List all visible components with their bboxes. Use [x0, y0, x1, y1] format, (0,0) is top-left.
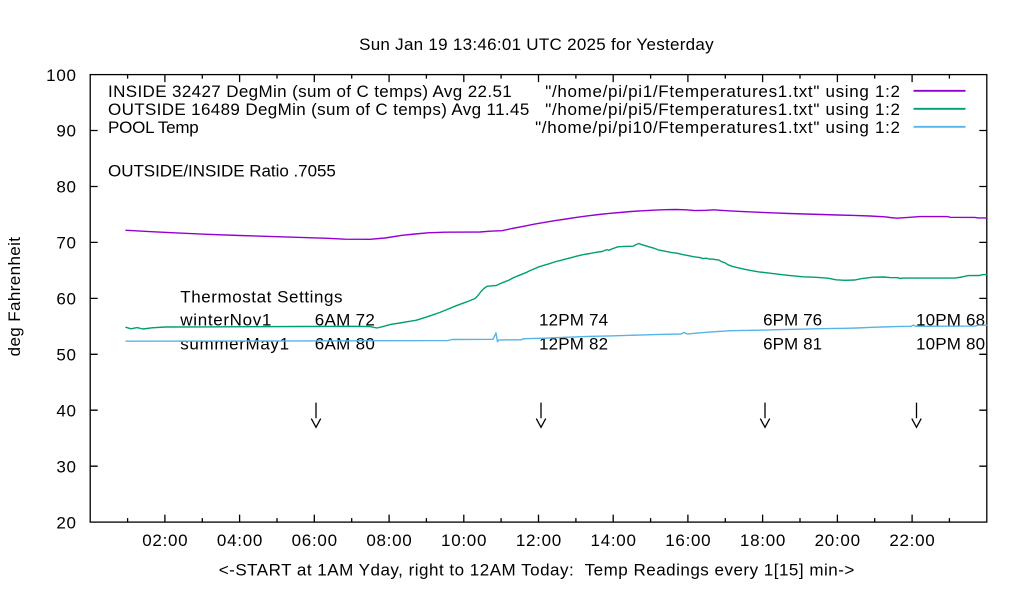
svg-text:80: 80 — [56, 178, 76, 197]
svg-text:summerMay1: summerMay1 — [180, 335, 289, 354]
svg-text:6PM 76: 6PM 76 — [763, 310, 822, 329]
svg-text:Thermostat Settings: Thermostat Settings — [180, 288, 343, 307]
svg-text:deg Fahrenheit: deg Fahrenheit — [5, 237, 24, 357]
svg-text:40: 40 — [56, 401, 76, 420]
svg-text:16:00: 16:00 — [665, 531, 711, 550]
svg-text:20:00: 20:00 — [815, 531, 861, 550]
svg-text:"/home/pi/pi5/Ftemperatures1.t: "/home/pi/pi5/Ftemperatures1.txt" using … — [545, 100, 900, 119]
svg-text:18:00: 18:00 — [740, 531, 786, 550]
svg-text:12PM 74: 12PM 74 — [539, 310, 608, 329]
svg-text:04:00: 04:00 — [217, 531, 263, 550]
svg-text:10PM 80: 10PM 80 — [916, 335, 985, 354]
svg-text:70: 70 — [56, 234, 76, 253]
svg-text:"/home/pi/pi1/Ftemperatures1.t: "/home/pi/pi1/Ftemperatures1.txt" using … — [545, 82, 900, 101]
svg-text:06:00: 06:00 — [292, 531, 338, 550]
svg-text:20: 20 — [56, 513, 76, 532]
svg-text:INSIDE 32427 DegMin (sum of C: INSIDE 32427 DegMin (sum of C temps) Avg… — [108, 82, 512, 101]
svg-text:22:00: 22:00 — [889, 531, 935, 550]
svg-text:OUTSIDE 16489 DegMin (sum of C: OUTSIDE 16489 DegMin (sum of C temps) Av… — [108, 100, 530, 119]
svg-text:10PM 68: 10PM 68 — [916, 310, 985, 329]
svg-text:10:00: 10:00 — [441, 531, 487, 550]
svg-text:6AM 72: 6AM 72 — [315, 310, 375, 329]
svg-text:90: 90 — [56, 122, 76, 141]
svg-text:02:00: 02:00 — [142, 531, 188, 550]
svg-text:OUTSIDE/INSIDE Ratio .7055: OUTSIDE/INSIDE Ratio .7055 — [108, 162, 336, 181]
svg-text:"/home/pi/pi10/Ftemperatures1.: "/home/pi/pi10/Ftemperatures1.txt" using… — [535, 118, 901, 137]
svg-text:6AM 80: 6AM 80 — [315, 335, 375, 354]
svg-text:Sun Jan 19 13:46:01 UTC 2025 f: Sun Jan 19 13:46:01 UTC 2025 for Yesterd… — [359, 35, 714, 54]
svg-text:winterNov1: winterNov1 — [179, 310, 272, 329]
svg-text:60: 60 — [56, 290, 76, 309]
svg-text:6PM 81: 6PM 81 — [763, 335, 822, 354]
svg-text:50: 50 — [56, 346, 76, 365]
svg-text:12:00: 12:00 — [516, 531, 562, 550]
svg-text:12PM 82: 12PM 82 — [539, 335, 608, 354]
svg-text:100: 100 — [46, 66, 77, 85]
svg-text:<-START at 1AM Yday, right to: <-START at 1AM Yday, right to 12AM Today… — [219, 561, 855, 580]
svg-text:14:00: 14:00 — [591, 531, 637, 550]
svg-text:30: 30 — [56, 457, 76, 476]
svg-text:08:00: 08:00 — [366, 531, 412, 550]
svg-text:POOL Temp: POOL Temp — [108, 118, 199, 137]
